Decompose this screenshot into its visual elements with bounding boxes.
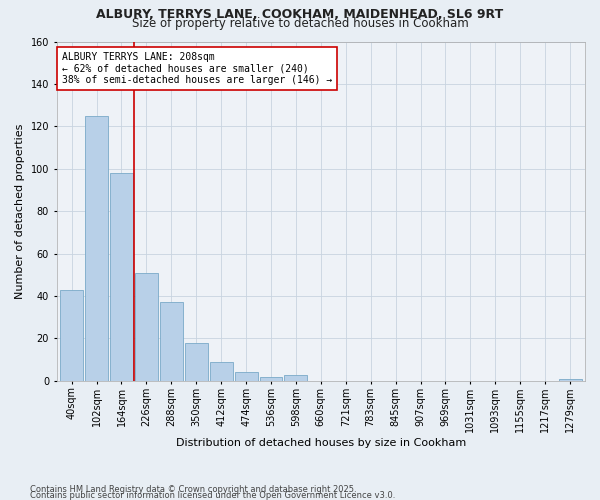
Text: Contains HM Land Registry data © Crown copyright and database right 2025.: Contains HM Land Registry data © Crown c… (30, 485, 356, 494)
Bar (260, 376, 283, 381)
Bar (185, 342, 208, 381)
Y-axis label: Number of detached properties: Number of detached properties (15, 124, 25, 299)
Bar (110, 173, 133, 381)
Bar (60, 290, 83, 381)
Text: ALBURY, TERRYS LANE, COOKHAM, MAIDENHEAD, SL6 9RT: ALBURY, TERRYS LANE, COOKHAM, MAIDENHEAD… (97, 8, 503, 20)
Bar (160, 302, 183, 381)
Text: ALBURY TERRYS LANE: 208sqm
← 62% of detached houses are smaller (240)
38% of sem: ALBURY TERRYS LANE: 208sqm ← 62% of deta… (62, 52, 332, 85)
Bar (284, 374, 307, 381)
Bar (559, 379, 581, 381)
X-axis label: Distribution of detached houses by size in Cookham: Distribution of detached houses by size … (176, 438, 466, 448)
Bar (135, 272, 158, 381)
Bar (210, 362, 233, 381)
Bar (235, 372, 257, 381)
Text: Contains public sector information licensed under the Open Government Licence v3: Contains public sector information licen… (30, 490, 395, 500)
Text: Size of property relative to detached houses in Cookham: Size of property relative to detached ho… (131, 18, 469, 30)
Bar (85, 116, 108, 381)
